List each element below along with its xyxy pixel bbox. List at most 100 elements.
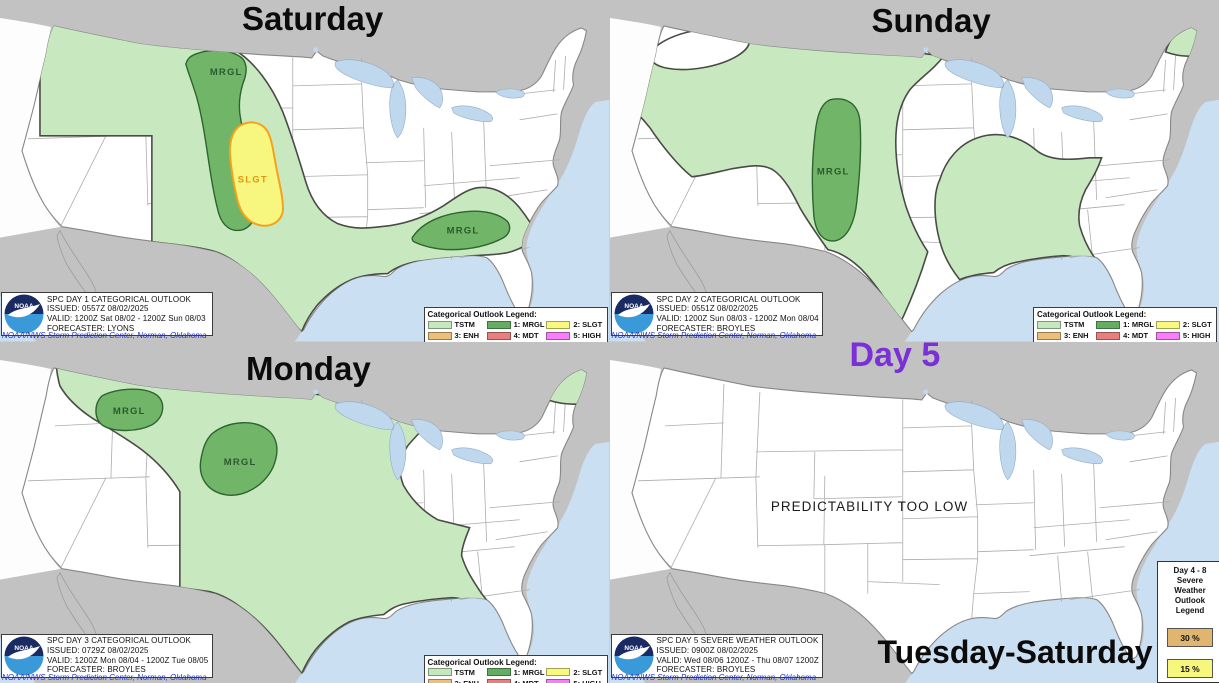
info-forecaster: FORECASTER: BROYLES	[47, 665, 146, 675]
noaa-logo-text: NOAA	[14, 645, 33, 652]
legend-swatch	[427, 331, 452, 340]
info-box-day5: NOAA SPC DAY 5 SEVERE WEATHER OUTLOOK IS…	[610, 633, 823, 678]
info-issued: ISSUED: 0900Z 08/02/2025	[656, 645, 759, 655]
legend-swatch	[1096, 331, 1121, 340]
legend-swatch	[1037, 320, 1061, 329]
noaa-logo: NOAA	[614, 636, 653, 675]
predictability-note: PREDICTABILITY TOO LOW	[770, 498, 969, 514]
legend-item: 1: MRGL	[486, 668, 544, 677]
legend-swatch	[546, 679, 571, 683]
legend-title: Categorical Outlook Legend:	[427, 657, 537, 667]
legend-item: TSTM	[427, 320, 485, 329]
panel-day3: MRGL MRGL Monday NOAA SPC DAY 3 CATEGORI…	[0, 341, 610, 683]
info-forecaster: FORECASTER: BROYLES	[656, 665, 756, 675]
categorical-legend: Categorical Outlook Legend: TSTM 1: MRGL…	[423, 654, 608, 683]
noaa-logo-text: NOAA	[14, 303, 33, 310]
noaa-logo-text: NOAA	[624, 303, 643, 310]
info-text: SPC DAY 5 SEVERE WEATHER OUTLOOK ISSUED:…	[657, 636, 819, 674]
panel-title: Monday	[246, 349, 371, 387]
day4-8-legend-title: Day 4 - 8 Severe Weather Outlook Legend	[1173, 565, 1207, 615]
region-label: MRGL	[224, 456, 257, 467]
info-product: SPC DAY 2 CATEGORICAL OUTLOOK	[656, 294, 801, 304]
tstm-region	[55, 367, 503, 674]
legend-grid: TSTM 1: MRGL 2: SLGT 3: ENH 4: MDT 5: HI…	[427, 668, 604, 683]
info-footer: NOAA/NWS Storm Prediction Center, Norman…	[2, 672, 207, 682]
info-box-day1: NOAA SPC DAY 1 CATEGORICAL OUTLOOK ISSUE…	[1, 292, 213, 336]
region-label: MRGL	[816, 167, 849, 178]
slgt-region	[228, 121, 284, 227]
legend-item: 3: ENH	[427, 331, 485, 340]
legend-swatch	[546, 668, 571, 676]
info-valid: VALID: 1200Z Sat 08/02 - 1200Z Sun 08/03	[47, 314, 206, 323]
info-box-day3: NOAA SPC DAY 3 CATEGORICAL OUTLOOK ISSUE…	[1, 633, 213, 678]
info-box-day2: NOAA SPC DAY 2 CATEGORICAL OUTLOOK ISSUE…	[610, 292, 823, 336]
region-label: MRGL	[113, 405, 146, 416]
legend-item: 1: MRGL	[486, 320, 544, 329]
panel-day5: Day 5 PREDICTABILITY TOO LOW Tuesday-Sat…	[609, 341, 1219, 683]
legend-swatch	[1096, 320, 1121, 329]
legend-item: 1: MRGL	[1096, 320, 1154, 329]
legend-item: TSTM	[1037, 320, 1094, 329]
legend-item: 4: MDT	[486, 679, 545, 683]
legend-item: TSTM	[427, 668, 485, 677]
categorical-legend: Categorical Outlook Legend: TSTM 1: MRGL…	[1033, 307, 1217, 342]
noaa-logo: NOAA	[4, 294, 44, 334]
us-map-day1: MRGL SLGT MRGL	[0, 0, 610, 342]
info-valid: VALID: 1200Z Mon 08/04 - 1200Z Tue 08/05	[47, 655, 209, 665]
info-valid: VALID: Wed 08/06 1200Z - Thu 08/07 1200Z	[656, 655, 819, 665]
legend-swatch	[546, 331, 571, 340]
info-forecaster: FORECASTER: LYONS	[47, 323, 135, 333]
info-text: SPC DAY 2 CATEGORICAL OUTLOOK ISSUED: 05…	[657, 295, 819, 333]
panel-title: Sunday	[871, 2, 991, 39]
legend-item: 4: MDT	[486, 331, 545, 340]
legend-swatch	[1155, 320, 1180, 329]
info-valid: VALID: 1200Z Sun 08/03 - 1200Z Mon 08/04	[656, 314, 819, 323]
legend-swatch	[427, 668, 452, 676]
legend-item: 5: HIGH	[1155, 331, 1213, 340]
legend-item: 3: ENH	[427, 679, 485, 683]
legend-swatch	[1155, 331, 1180, 340]
panel-day2: MRGL Sunday NOAA SPC DAY 2 CATEGORICAL O…	[609, 0, 1219, 342]
day4-8-swatch-30: 30 %	[1167, 627, 1213, 647]
legend-swatch	[486, 668, 511, 676]
legend-item: 5: HIGH	[546, 331, 603, 340]
legend-swatch	[427, 679, 452, 683]
legend-swatch	[486, 320, 511, 329]
panel-title: Day 5	[849, 341, 941, 374]
legend-item: 5: HIGH	[546, 679, 603, 683]
legend-swatch	[486, 679, 511, 683]
panel-day1: MRGL SLGT MRGL Saturday NOAA SPC DAY 1 C…	[0, 0, 610, 342]
legend-swatch	[486, 331, 511, 340]
info-product: SPC DAY 1 CATEGORICAL OUTLOOK	[47, 294, 191, 304]
categorical-legend: Categorical Outlook Legend: TSTM 1: MRGL…	[423, 307, 608, 342]
legend-item: 2: SLGT	[546, 320, 603, 329]
legend-grid: TSTM 1: MRGL 2: SLGT 3: ENH 4: MDT 5: HI…	[427, 320, 604, 340]
region-label: MRGL	[210, 67, 243, 78]
info-footer: NOAA/NWS Storm Prediction Center, Norman…	[611, 331, 817, 340]
mrgl-region	[411, 210, 511, 251]
legend-item: 2: SLGT	[1155, 320, 1213, 329]
legend-item: 2: SLGT	[546, 668, 603, 677]
info-issued: ISSUED: 0557Z 08/02/2025	[47, 304, 149, 314]
info-footer: NOAA/NWS Storm Prediction Center, Norman…	[611, 672, 817, 682]
mrgl-region	[199, 421, 278, 496]
us-map-day2: MRGL	[609, 0, 1219, 342]
region-label: SLGT	[238, 175, 268, 186]
noaa-logo: NOAA	[4, 636, 44, 675]
noaa-logo: NOAA	[614, 294, 653, 334]
mrgl-region	[95, 387, 164, 431]
legend-title: Categorical Outlook Legend:	[427, 310, 537, 319]
info-text: SPC DAY 3 CATEGORICAL OUTLOOK ISSUED: 07…	[47, 636, 208, 674]
info-footer: NOAA/NWS Storm Prediction Center, Norman…	[2, 331, 207, 340]
panel-title: Saturday	[242, 0, 384, 37]
panel-range-label: Tuesday-Saturday	[877, 633, 1153, 670]
info-product: SPC DAY 3 CATEGORICAL OUTLOOK	[47, 636, 191, 646]
us-map-day3: MRGL MRGL	[0, 341, 610, 683]
noaa-logo-text: NOAA	[624, 645, 643, 652]
info-issued: ISSUED: 0551Z 08/02/2025	[656, 304, 759, 314]
legend-swatch	[1037, 331, 1061, 340]
info-product: SPC DAY 5 SEVERE WEATHER OUTLOOK	[656, 636, 819, 646]
legend-item: 4: MDT	[1096, 331, 1154, 340]
